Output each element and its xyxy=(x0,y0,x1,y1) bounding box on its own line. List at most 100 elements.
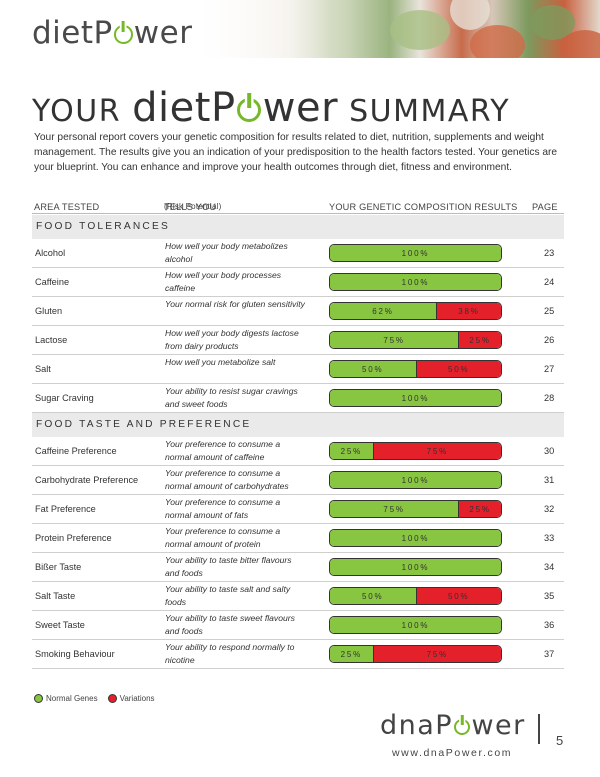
normal-genes-segment: 100% xyxy=(330,530,501,546)
composition-bar: 50% 50% xyxy=(329,587,502,605)
tells-you-description: How well you metabolize salt xyxy=(165,357,276,367)
tells-you-description: Your ability to taste sweet flavours and… xyxy=(165,613,295,636)
normal-genes-segment: 100% xyxy=(330,559,501,575)
normal-genes-label: 25% xyxy=(340,446,363,456)
page-ref[interactable]: 26 xyxy=(544,335,555,345)
area-tested: Smoking Behaviour xyxy=(35,649,115,659)
normal-genes-segment: 75% xyxy=(330,501,459,517)
power-icon xyxy=(113,25,133,44)
variations-label: 25% xyxy=(469,504,491,514)
composition-bar: 75% 25% xyxy=(329,331,502,349)
composition-bar: 100% xyxy=(329,389,502,407)
page-title: YOUR dietP wer SUMMARY xyxy=(32,85,511,131)
page-ref[interactable]: 33 xyxy=(544,533,555,543)
variations-label: 50% xyxy=(448,364,470,374)
variations-label: 38% xyxy=(458,306,480,316)
page-ref[interactable]: 24 xyxy=(544,277,555,287)
normal-genes-segment: 75% xyxy=(330,332,459,348)
variations-segment: 50% xyxy=(415,361,501,377)
tells-you-description: Your ability to respond normally to nico… xyxy=(165,642,295,665)
table-row: Gluten Your normal risk for gluten sensit… xyxy=(32,297,564,326)
tells-you-description: Your preference to consume a normal amou… xyxy=(165,468,289,491)
header-banner: dietP wer xyxy=(0,0,600,58)
banner-plate-image xyxy=(450,0,490,30)
section-header: FOOD TASTE AND PREFERENCE xyxy=(32,413,564,437)
page-ref[interactable]: 37 xyxy=(544,649,555,659)
page-ref[interactable]: 30 xyxy=(544,446,555,456)
page-ref[interactable]: 32 xyxy=(544,504,555,514)
table-row: Bißer Taste Your ability to taste bitter … xyxy=(32,553,564,582)
page-ref[interactable]: 34 xyxy=(544,562,555,572)
normal-genes-label: 100% xyxy=(401,620,430,630)
table-row: Caffeine Preference Your preference to co… xyxy=(32,437,564,466)
page-ref[interactable]: 31 xyxy=(544,475,555,485)
normal-genes-label: 75% xyxy=(383,335,405,345)
table-row: Sugar Craving Your ability to resist suga… xyxy=(32,384,564,413)
composition-bar: 100% xyxy=(329,244,502,262)
normal-genes-label: 75% xyxy=(383,504,405,514)
col-composition: YOUR GENETIC COMPOSITION RESULTS xyxy=(329,202,518,212)
power-icon xyxy=(237,98,262,123)
area-tested: Salt Taste xyxy=(35,591,76,601)
area-tested: Bißer Taste xyxy=(35,562,82,572)
area-tested: Salt xyxy=(35,364,51,374)
header-logo[interactable]: dietP wer xyxy=(32,15,193,51)
area-tested: Sweet Taste xyxy=(35,620,85,630)
area-tested: Alcohol xyxy=(35,248,66,258)
banner-pepper-image xyxy=(560,30,600,58)
normal-genes-label: 50% xyxy=(362,364,384,374)
page-ref[interactable]: 23 xyxy=(544,248,555,258)
normal-genes-label: 100% xyxy=(401,248,430,258)
title-brand: dietP wer xyxy=(132,85,339,131)
table-row: Alcohol How well your body metabolizes al… xyxy=(32,239,564,268)
area-tested: Lactose xyxy=(35,335,68,345)
page-ref[interactable]: 28 xyxy=(544,393,555,403)
variations-segment: 75% xyxy=(372,443,501,459)
composition-bar: 100% xyxy=(329,529,502,547)
legend-normal: Normal Genes xyxy=(34,694,98,703)
legend: Normal Genes Variations xyxy=(34,694,165,703)
composition-bar: 100% xyxy=(329,616,502,634)
page-ref[interactable]: 36 xyxy=(544,620,555,630)
normal-genes-label: 100% xyxy=(401,393,430,403)
table-row: Smoking Behaviour Your ability to respond… xyxy=(32,640,564,669)
footer-url[interactable]: www.dnaPower.com xyxy=(392,747,513,759)
section-header: FOOD TOLERANCES xyxy=(32,215,564,239)
logo-letter-p: P xyxy=(210,85,236,131)
normal-genes-segment: 62% xyxy=(330,303,437,319)
banner-tomato-image xyxy=(470,25,525,58)
normal-genes-segment: 25% xyxy=(330,443,373,459)
table-row: Fat Preference Your preference to consume… xyxy=(32,495,564,524)
variations-segment: 25% xyxy=(458,332,501,348)
footer-divider xyxy=(538,714,540,744)
tells-you-description: Your preference to consume a normal amou… xyxy=(165,526,281,549)
variations-segment: 50% xyxy=(415,588,501,604)
area-tested: Carbohydrate Preference xyxy=(35,475,139,485)
tells-you-description: Your preference to consume a normal amou… xyxy=(165,439,281,462)
variations-label: 25% xyxy=(469,335,491,345)
normal-genes-segment: 50% xyxy=(330,588,416,604)
page-ref[interactable]: 35 xyxy=(544,591,555,601)
legend-variations: Variations xyxy=(107,694,155,703)
footer-logo[interactable]: dnaP wer xyxy=(380,710,526,741)
area-tested: Caffeine xyxy=(35,277,70,287)
logo-letter-p: P xyxy=(93,15,113,51)
variations-label: 50% xyxy=(448,591,470,601)
green-dot-icon xyxy=(34,694,43,703)
table-row: Caffeine How well your body processes caf… xyxy=(32,268,564,297)
table-row: Lactose How well your body digests lactos… xyxy=(32,326,564,355)
area-tested: Caffeine Preference xyxy=(35,446,117,456)
variations-segment: 25% xyxy=(458,501,501,517)
col-page: PAGE xyxy=(532,202,558,212)
area-tested: Gluten xyxy=(35,306,63,316)
page-ref[interactable]: 27 xyxy=(544,364,555,374)
area-tested: Sugar Craving xyxy=(35,393,94,403)
table-row: Protein Preference Your preference to con… xyxy=(32,524,564,553)
normal-genes-segment: 100% xyxy=(330,245,501,261)
col-area-tested: AREA TESTED xyxy=(34,202,100,212)
page-ref[interactable]: 25 xyxy=(544,306,555,316)
page-number: 5 xyxy=(556,733,564,748)
tells-you-description: Your preference to consume a normal amou… xyxy=(165,497,281,520)
normal-genes-label: 100% xyxy=(401,475,430,485)
normal-genes-segment: 50% xyxy=(330,361,416,377)
